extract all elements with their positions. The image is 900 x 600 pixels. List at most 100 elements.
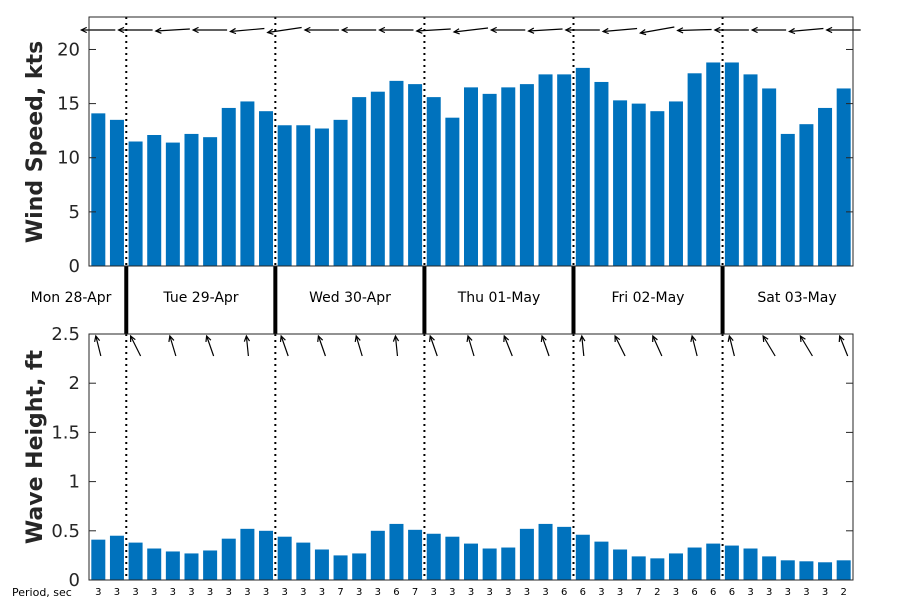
day-label-fri: Fri 02-May — [612, 290, 685, 306]
wind-direction-arrow — [789, 27, 824, 33]
wave-axes-box — [88, 333, 854, 581]
period-value: 2 — [654, 587, 660, 598]
wind-bar — [314, 128, 329, 266]
wave-bar — [109, 535, 124, 580]
wave-direction-arrow — [355, 335, 363, 357]
period-value: 3 — [486, 587, 492, 598]
wave-direction-arrow-head — [614, 334, 621, 343]
wind-direction-arrow-head — [303, 26, 311, 34]
period-value: 6 — [561, 587, 567, 598]
wave-bar — [668, 553, 683, 580]
wind-y-axis-label: Wind Speed, kts — [23, 41, 48, 243]
wave-bar — [352, 553, 367, 580]
day-separators — [124, 17, 725, 580]
wind-direction-arrow-head — [676, 27, 684, 34]
wave-direction-arrow — [394, 335, 399, 357]
wave-bar — [314, 549, 329, 580]
wind-direction-arrow-head — [713, 26, 721, 34]
wave-bar — [408, 529, 423, 580]
wind-bar — [445, 117, 460, 266]
wind-bar — [724, 62, 739, 266]
wave-ytick-label: 0 — [69, 570, 80, 591]
wave-direction-arrow-head — [279, 334, 286, 343]
period-value: 3 — [95, 587, 101, 598]
wave-direction-arrow-head — [799, 334, 806, 343]
wind-bar — [333, 119, 348, 266]
wave-bar — [128, 542, 143, 580]
wave-direction-arrow — [317, 335, 326, 357]
period-value: 3 — [431, 587, 437, 598]
wave-bar — [575, 534, 590, 580]
wave-direction-arrow — [581, 335, 585, 357]
wind-direction-arrow-head — [191, 26, 199, 34]
wind-direction-arrow — [677, 28, 712, 32]
wind-direction-arrow — [603, 27, 638, 33]
wind-direction-arrow-head — [638, 29, 647, 36]
wind-bar — [501, 87, 516, 266]
wave-bar — [370, 530, 385, 580]
wind-bar — [91, 113, 106, 266]
wave-ytick-label: 2.5 — [51, 324, 80, 345]
wind-bar — [277, 125, 292, 267]
wave-bar — [91, 539, 106, 580]
wind-bar — [128, 141, 143, 266]
period-value: 7 — [337, 587, 343, 598]
wave-y-axis-label: Wave Height, ft — [23, 349, 48, 544]
wind-direction-arrow — [267, 26, 302, 34]
period-value: 3 — [132, 587, 138, 598]
wind-bar — [762, 88, 777, 266]
wave-bar — [724, 545, 739, 580]
wind-direction-arrow — [528, 28, 563, 32]
period-value: 6 — [393, 587, 399, 598]
wind-direction-arrow-head — [154, 27, 162, 34]
wave-bar — [445, 536, 460, 580]
wind-bar — [631, 103, 646, 266]
wind-bar — [780, 133, 795, 266]
wind-bar — [464, 87, 478, 266]
wind-direction-arrow — [416, 28, 451, 32]
wave-direction-arrow-head — [129, 334, 136, 343]
wave-bar — [333, 555, 348, 580]
wave-direction-arrow-head — [838, 334, 845, 343]
wave-bar — [165, 551, 180, 580]
axes — [88, 16, 854, 581]
wave-direction-arrow — [467, 335, 475, 357]
period-value: 6 — [710, 587, 716, 598]
wind-bar — [426, 97, 441, 267]
wave-direction-arrow — [95, 335, 102, 357]
wind-bar — [240, 101, 255, 266]
wave-direction-arrow — [429, 335, 438, 357]
day-label-mon: Mon 28-Apr — [31, 290, 112, 306]
day-label-sat: Sat 03-May — [757, 290, 836, 306]
day-label-wed: Wed 30-Apr — [309, 290, 391, 306]
wave-direction-arrow — [206, 335, 215, 357]
wave-direction-arrow-head — [690, 334, 697, 342]
period-value: 3 — [822, 587, 828, 598]
wave-direction-arrow-head — [503, 334, 510, 343]
wind-direction-arrow — [453, 27, 489, 33]
wave-bar — [557, 526, 572, 580]
wave-direction-arrow — [245, 335, 249, 357]
wind-direction-arrow-head — [527, 27, 535, 34]
wave-direction-arrow — [799, 335, 813, 357]
wind-bar — [650, 111, 665, 267]
wind-bar — [147, 135, 162, 266]
wind-direction-arrow-head — [378, 26, 386, 34]
period-value: 3 — [598, 587, 604, 598]
wind-direction-arrow-head — [825, 26, 833, 34]
wind-bar — [259, 111, 274, 267]
wave-direction-arrow-head — [540, 334, 547, 343]
wind-bar — [575, 67, 590, 267]
wind-ytick-label: 10 — [57, 148, 80, 169]
wind-bar — [296, 125, 311, 267]
period-value: 6 — [580, 587, 586, 598]
wave-bar — [706, 543, 721, 580]
wave-bar — [594, 541, 609, 580]
wave-bar — [650, 558, 665, 580]
period-value: 2 — [840, 587, 846, 598]
wind-direction-arrow-head — [229, 27, 237, 35]
period-value: 3 — [468, 587, 474, 598]
day-label-thu: Thu 01-May — [457, 290, 541, 306]
wave-bars — [91, 523, 851, 580]
direction-arrows — [79, 26, 861, 357]
